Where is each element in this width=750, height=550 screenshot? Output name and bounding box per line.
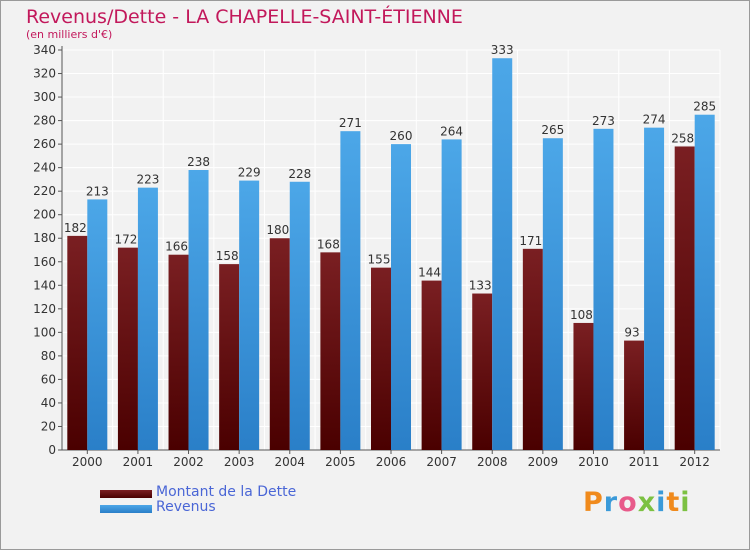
bar-revenue xyxy=(441,139,462,451)
data-label-revenue: 333 xyxy=(491,43,514,57)
legend-label-debt: Montant de la Dette xyxy=(156,484,297,500)
y-tick-label: 100 xyxy=(33,325,56,339)
data-label-revenue: 213 xyxy=(86,184,109,198)
x-tick-label: 2007 xyxy=(426,455,457,469)
y-tick-label: 40 xyxy=(41,396,56,410)
chart-subtitle: (en milliers d'€) xyxy=(26,28,113,41)
data-label-revenue: 260 xyxy=(390,129,413,143)
bar-revenue xyxy=(289,181,310,450)
y-tick-label: 280 xyxy=(33,114,56,128)
bar-debt xyxy=(67,235,88,450)
data-label-revenue: 264 xyxy=(440,124,463,138)
y-tick-label: 140 xyxy=(33,278,56,292)
y-tick-label: 260 xyxy=(33,137,56,151)
data-label-revenue: 271 xyxy=(339,116,362,130)
bar-debt xyxy=(371,267,391,450)
bar-debt xyxy=(624,340,645,450)
data-label-debt: 166 xyxy=(165,240,188,254)
data-label-debt: 155 xyxy=(368,253,391,267)
data-label-debt: 158 xyxy=(216,249,239,263)
y-tick-label: 340 xyxy=(33,43,56,57)
data-label-debt: 172 xyxy=(114,233,137,247)
x-tick-label: 2011 xyxy=(629,455,660,469)
x-tick-label: 2010 xyxy=(578,455,609,469)
legend-swatch-debt xyxy=(100,490,152,498)
x-tick-label: 2003 xyxy=(224,455,255,469)
y-tick-label: 200 xyxy=(33,208,56,222)
bar-revenue xyxy=(644,127,665,450)
bar-debt xyxy=(219,264,240,450)
bar-debt xyxy=(168,254,189,450)
data-label-debt: 144 xyxy=(418,266,441,280)
bar-revenue xyxy=(340,131,361,451)
bar-revenue xyxy=(137,187,158,450)
data-label-revenue: 273 xyxy=(592,114,615,128)
bar-revenue xyxy=(87,199,108,450)
data-label-debt: 182 xyxy=(64,221,87,235)
x-tick-label: 2012 xyxy=(679,455,710,469)
bar-debt xyxy=(472,293,493,450)
data-label-revenue: 285 xyxy=(693,100,716,114)
y-tick-label: 300 xyxy=(33,90,56,104)
bar-revenue xyxy=(542,138,563,450)
bar-debt xyxy=(674,146,695,450)
chart-title: Revenus/Dette - LA CHAPELLE-SAINT-ÉTIENN… xyxy=(26,6,463,28)
bar-debt xyxy=(117,247,138,450)
x-tick-label: 2000 xyxy=(72,455,103,469)
data-label-debt: 168 xyxy=(317,237,340,251)
bar-debt xyxy=(573,322,594,450)
y-tick-label: 160 xyxy=(33,255,56,269)
legend-swatch-revenue xyxy=(100,505,152,513)
bar-revenue xyxy=(188,170,209,450)
legend-label-revenue: Revenus xyxy=(156,499,216,515)
bar-debt xyxy=(522,248,543,450)
x-tick-label: 2008 xyxy=(477,455,508,469)
y-tick-label: 220 xyxy=(33,184,56,198)
y-tick-label: 120 xyxy=(33,302,56,316)
y-tick-label: 180 xyxy=(33,231,56,245)
x-tick-label: 2005 xyxy=(325,455,356,469)
y-tick-label: 0 xyxy=(48,443,56,457)
y-tick-label: 80 xyxy=(41,349,56,363)
x-tick-label: 2002 xyxy=(173,455,204,469)
y-tick-label: 60 xyxy=(41,372,56,386)
bar-revenue xyxy=(391,144,411,450)
bar-debt xyxy=(320,252,341,450)
data-label-debt: 258 xyxy=(671,131,694,145)
x-tick-label: 2006 xyxy=(376,455,407,469)
data-label-revenue: 223 xyxy=(136,173,159,187)
data-label-debt: 133 xyxy=(469,279,492,293)
y-tick-label: 20 xyxy=(41,419,56,433)
data-label-debt: 108 xyxy=(570,308,593,322)
data-label-debt: 93 xyxy=(624,326,639,340)
bar-debt xyxy=(269,238,290,450)
x-tick-label: 2004 xyxy=(274,455,305,469)
bar-revenue xyxy=(593,128,614,450)
data-label-revenue: 228 xyxy=(288,167,311,181)
x-tick-label: 2009 xyxy=(528,455,559,469)
y-tick-label: 240 xyxy=(33,161,56,175)
data-label-revenue: 274 xyxy=(643,113,666,127)
bar-debt xyxy=(421,280,442,450)
data-label-debt: 171 xyxy=(519,234,542,248)
bar-revenue xyxy=(694,114,715,451)
y-tick-label: 320 xyxy=(33,67,56,81)
bar-revenue xyxy=(492,58,513,451)
data-label-revenue: 238 xyxy=(187,155,210,169)
data-label-revenue: 265 xyxy=(541,123,564,137)
data-label-debt: 180 xyxy=(266,223,289,237)
bar-revenue xyxy=(239,180,260,450)
data-label-revenue: 229 xyxy=(238,166,261,180)
x-tick-label: 2001 xyxy=(123,455,154,469)
proxiti-logo: Proxiti xyxy=(583,487,691,518)
